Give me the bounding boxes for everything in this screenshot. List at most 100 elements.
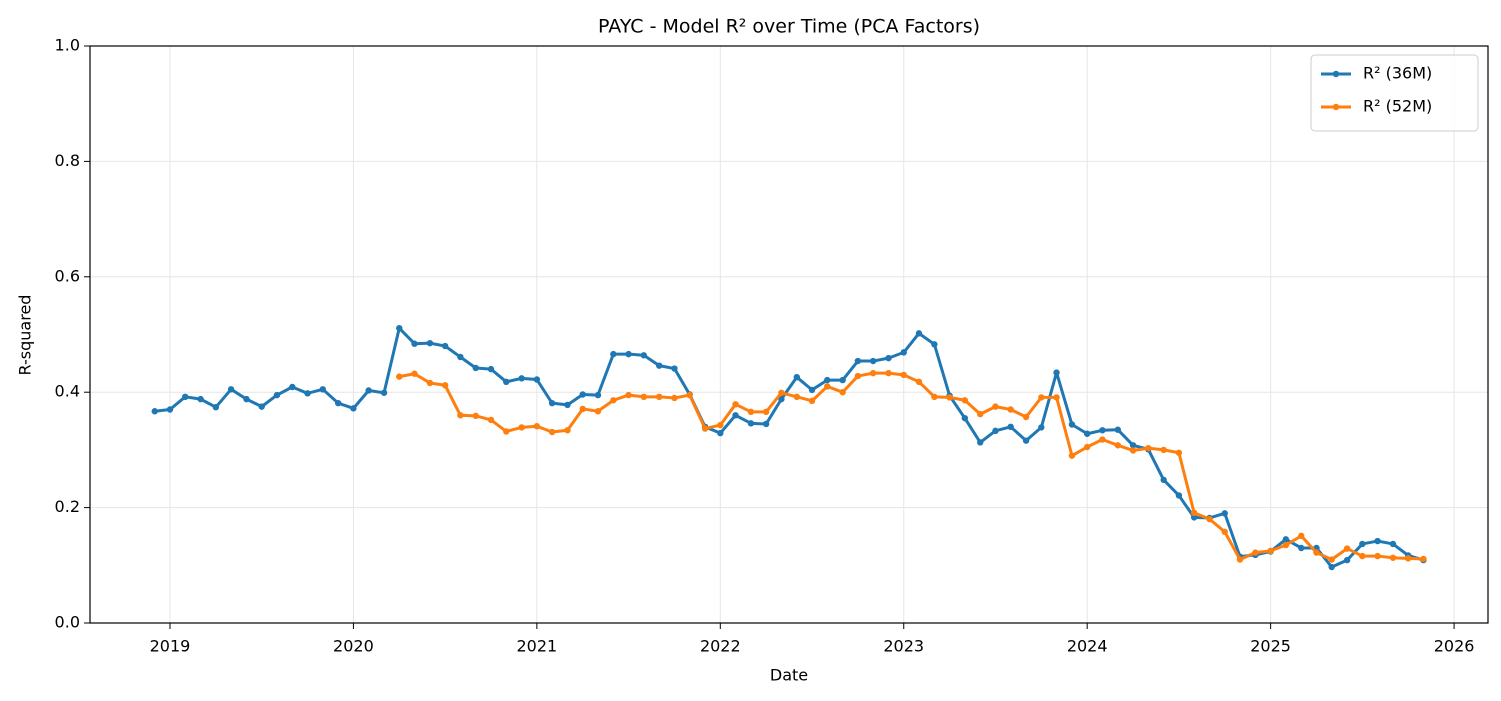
- data-point: [1343, 545, 1351, 552]
- data-point: [227, 386, 235, 393]
- data-point: [1282, 536, 1290, 543]
- data-point: [961, 397, 969, 404]
- data-point: [518, 424, 525, 431]
- data-point: [747, 420, 755, 427]
- data-point: [533, 376, 541, 383]
- y-tick-label: 1.0: [55, 36, 80, 55]
- x-tick-label: 2024: [1067, 637, 1108, 656]
- y-tick-label: 0.0: [55, 613, 80, 632]
- x-tick-label: 2023: [883, 637, 924, 656]
- data-point: [671, 394, 678, 402]
- data-point: [610, 397, 617, 404]
- data-point: [885, 354, 892, 362]
- data-point: [151, 408, 158, 415]
- data-point: [839, 376, 846, 384]
- data-point: [640, 393, 648, 401]
- data-point: [1083, 443, 1091, 451]
- data-point: [931, 341, 938, 348]
- data-point: [411, 340, 418, 347]
- data-point: [1298, 544, 1305, 552]
- data-point: [212, 404, 220, 411]
- data-point: [579, 391, 586, 398]
- data-point: [1053, 394, 1060, 401]
- data-point: [472, 412, 479, 420]
- y-tick-label: 0.2: [55, 497, 80, 516]
- data-point: [457, 412, 464, 419]
- data-point: [992, 403, 999, 410]
- data-point: [869, 357, 877, 365]
- data-point: [778, 395, 785, 403]
- data-point: [289, 383, 296, 391]
- data-point: [656, 393, 663, 401]
- data-point: [1083, 430, 1091, 437]
- data-point: [1405, 555, 1412, 562]
- data-point: [1389, 540, 1397, 548]
- data-point: [243, 395, 250, 403]
- data-point: [487, 416, 495, 424]
- data-point: [839, 389, 846, 396]
- data-point: [396, 324, 403, 332]
- data-point: [1389, 554, 1397, 561]
- data-point: [961, 414, 969, 422]
- x-tick-label: 2026: [1434, 637, 1475, 656]
- data-point: [426, 339, 434, 347]
- data-point: [793, 373, 800, 381]
- data-point: [1328, 563, 1335, 571]
- data-point: [824, 376, 831, 384]
- data-point: [518, 375, 525, 382]
- data-point: [1068, 452, 1076, 459]
- data-point: [869, 369, 877, 377]
- data-point: [1190, 509, 1198, 516]
- data-point: [900, 349, 907, 356]
- data-point: [1328, 556, 1335, 563]
- data-point: [1206, 515, 1213, 523]
- x-tick-label: 2021: [517, 637, 558, 656]
- data-point: [762, 420, 770, 428]
- data-point: [1313, 549, 1320, 556]
- data-point: [701, 425, 709, 432]
- y-tick-label: 0.6: [55, 266, 80, 285]
- data-point: [1007, 406, 1014, 413]
- chart-title: PAYC - Model R² over Time (PCA Factors): [598, 16, 980, 38]
- data-point: [503, 428, 510, 435]
- data-point: [350, 405, 357, 412]
- data-point: [1343, 556, 1351, 564]
- legend-marker: [1332, 103, 1340, 111]
- data-point: [1053, 369, 1060, 376]
- plot-frame: [89, 45, 1489, 624]
- data-point: [931, 393, 938, 401]
- data-point: [808, 397, 816, 405]
- data-point: [732, 412, 739, 419]
- data-point: [426, 379, 434, 387]
- data-point: [808, 386, 816, 394]
- data-point: [717, 429, 724, 437]
- data-point: [671, 365, 678, 372]
- data-point: [686, 391, 693, 399]
- data-point: [1190, 514, 1198, 521]
- data-point: [778, 389, 785, 396]
- data-point: [182, 393, 189, 401]
- data-point: [319, 386, 326, 393]
- data-point: [564, 427, 571, 434]
- data-point: [197, 395, 204, 403]
- x-tick-label: 2019: [150, 637, 191, 656]
- data-point: [610, 350, 617, 358]
- data-point: [1267, 547, 1274, 555]
- data-point: [762, 408, 770, 416]
- data-point: [166, 406, 174, 413]
- data-point: [472, 364, 479, 372]
- data-point: [1160, 476, 1167, 484]
- data-point: [304, 390, 311, 397]
- data-point: [915, 330, 923, 337]
- data-point: [625, 391, 632, 399]
- data-point: [854, 372, 862, 380]
- data-point: [1359, 540, 1366, 548]
- data-point: [396, 373, 403, 380]
- data-point: [1252, 549, 1259, 556]
- data-point: [1099, 436, 1106, 443]
- legend-box: [1310, 54, 1479, 132]
- data-point: [380, 389, 388, 396]
- data-point: [564, 401, 571, 409]
- data-point: [273, 391, 281, 399]
